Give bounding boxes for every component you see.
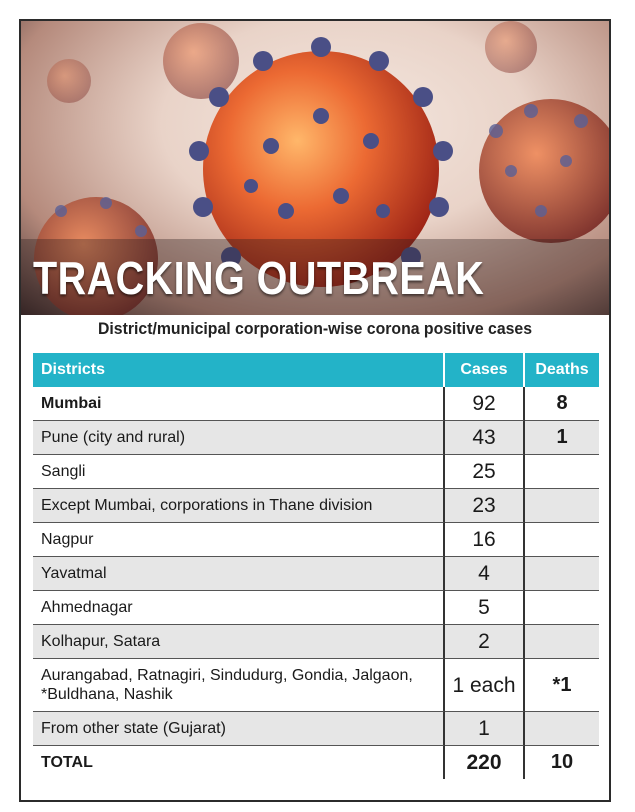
total-row: TOTAL 220 10 [33, 746, 599, 779]
table-row: Kolhapur, Satara 2 [33, 625, 599, 659]
deaths-cell [525, 557, 599, 591]
deaths-cell [525, 523, 599, 557]
district-cell: Pune (city and rural) [33, 421, 445, 455]
cases-cell: 25 [445, 455, 525, 489]
total-deaths: 10 [550, 751, 574, 773]
virus-image: TRACKING OUTBREAK [21, 21, 609, 315]
table-row: Nagpur 16 [33, 523, 599, 557]
deaths-cell [525, 712, 599, 746]
table-row: Aurangabad, Ratnagiri, Sindudurg, Gondia… [33, 659, 599, 712]
table-row: From other state (Gujarat) 1 [33, 712, 599, 746]
deaths-cell [525, 625, 599, 659]
cases-cell: 5 [445, 591, 525, 625]
cases-cell: 16 [445, 523, 525, 557]
district-cell: Sangli [33, 455, 445, 489]
table-row: Ahmednagar 5 [33, 591, 599, 625]
cases-cell: 43 [445, 421, 525, 455]
district-cell: Kolhapur, Satara [33, 625, 445, 659]
table-row: Except Mumbai, corporations in Thane div… [33, 489, 599, 523]
header-deaths: Deaths [525, 353, 599, 387]
table-row: Sangli 25 [33, 455, 599, 489]
district-cell: Ahmednagar [33, 591, 445, 625]
graphic-frame: TRACKING OUTBREAK District/municipal cor… [19, 19, 611, 802]
table-row: Mumbai 92 8 [33, 387, 599, 421]
total-label: TOTAL [33, 746, 445, 779]
deaths-cell: 8 [525, 387, 599, 421]
total-cases: 220 [445, 746, 525, 779]
table-header-row: Districts Cases Deaths [33, 353, 599, 387]
cases-cell: 1 each [445, 659, 525, 712]
cases-cell: 92 [445, 387, 525, 421]
cases-cell: 2 [445, 625, 525, 659]
deaths-cell [525, 489, 599, 523]
table-row: Yavatmal 4 [33, 557, 599, 591]
deaths-cell: *1 [525, 659, 599, 712]
cases-cell: 1 [445, 712, 525, 746]
district-cell: Mumbai [33, 387, 445, 421]
table-subtitle: District/municipal corporation-wise coro… [97, 319, 533, 338]
headline: TRACKING OUTBREAK [33, 252, 485, 304]
cases-cell: 4 [445, 557, 525, 591]
table-row: Pune (city and rural) 43 1 [33, 421, 599, 455]
district-cell: Except Mumbai, corporations in Thane div… [33, 489, 445, 523]
header-cases: Cases [445, 353, 525, 387]
district-cell: Aurangabad, Ratnagiri, Sindudurg, Gondia… [33, 659, 445, 712]
district-cell: Yavatmal [33, 557, 445, 591]
deaths-cell [525, 455, 599, 489]
district-cell: Nagpur [33, 523, 445, 557]
coronavirus-illustration [21, 21, 609, 315]
cases-cell: 23 [445, 489, 525, 523]
deaths-cell: 1 [525, 421, 599, 455]
cases-table: Districts Cases Deaths Mumbai 92 8 Pune … [33, 353, 599, 779]
deaths-cell [525, 591, 599, 625]
district-cell: From other state (Gujarat) [33, 712, 445, 746]
header-districts: Districts [33, 353, 445, 387]
